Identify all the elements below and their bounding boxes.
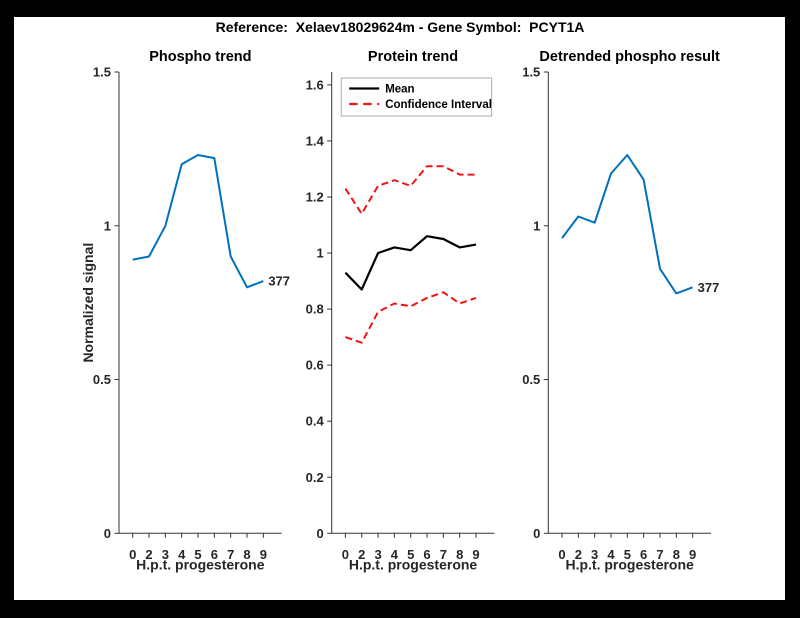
legend-box	[340, 77, 493, 117]
y-tick-label: 0.6	[306, 358, 324, 373]
legend-label: Confidence Interval	[385, 99, 492, 111]
protein-trend-plot: 0 2 3 4 5 6 7 8 900.20.40.60.811.21.41.6Protein …	[306, 49, 495, 573]
x-tick-label: 4	[391, 547, 399, 562]
x-tick-label: 9	[689, 547, 696, 562]
y-axis-label: Normalized signal	[80, 243, 96, 363]
x-tick-label: 7	[440, 547, 447, 562]
y-tick-label: 1	[104, 218, 111, 233]
plot-title: Phospho trend	[149, 49, 251, 65]
legend-label: Mean	[385, 84, 414, 96]
confidence-interval-upper-line	[344, 165, 476, 215]
x-axis-label: H.p.t. progesterone	[136, 557, 265, 573]
x-tick-label: 9	[260, 547, 267, 562]
x-tick-label: 8	[243, 547, 250, 562]
x-tick-label: 7	[227, 547, 234, 562]
x-tick-label: 3	[591, 547, 598, 562]
x-tick-label: 6	[423, 547, 430, 562]
y-tick-label: 0	[316, 526, 323, 541]
x-tick-label: 4	[178, 547, 186, 562]
y-tick-label: 0.8	[306, 302, 324, 317]
y-tick-label: 1.2	[306, 190, 324, 205]
series-end-label: 377	[698, 280, 720, 295]
x-tick-label: 0	[558, 547, 565, 562]
y-tick-label: 0	[533, 526, 540, 541]
y-tick-label: 1.6	[306, 77, 324, 92]
x-tick-label: 0	[129, 547, 136, 562]
x-tick-label: 6	[211, 547, 218, 562]
phospho-signal-line	[132, 154, 264, 289]
figure-title: Reference: Xelaev18029624m - Gene Symbol…	[215, 19, 585, 35]
x-tick-label: 3	[162, 547, 169, 562]
y-tick-label: 1.5	[93, 65, 111, 80]
legend: Mean Confidence Interval	[340, 77, 493, 117]
y-tick-label: 1.4	[306, 133, 325, 148]
y-tick-label: 0.5	[93, 372, 111, 387]
x-tick-label: 0	[342, 547, 349, 562]
plot-title: Protein trend	[368, 49, 458, 65]
plot-title: Detrended phospho result	[539, 49, 720, 65]
x-tick-label: 4	[607, 547, 615, 562]
y-tick-label: 0.2	[306, 470, 324, 485]
x-tick-label: 6	[640, 547, 647, 562]
x-tick-label: 3	[374, 547, 381, 562]
x-axis-label: H.p.t. progesterone	[565, 557, 694, 573]
x-tick-label: 9	[472, 547, 479, 562]
x-tick-label: 8	[673, 547, 680, 562]
confidence-interval-lower-line	[345, 291, 477, 344]
x-tick-label: 2	[145, 547, 152, 562]
x-tick-label: 5	[624, 547, 631, 562]
y-tick-label: 1.5	[522, 65, 540, 80]
mean-line	[344, 235, 477, 291]
detrended-phospho-signal-line	[561, 154, 693, 295]
series-end-label: 377	[268, 274, 290, 289]
y-tick-label: 0.5	[522, 372, 540, 387]
x-tick-label: 8	[456, 547, 463, 562]
y-tick-label: 1	[533, 218, 540, 233]
x-axis-label: H.p.t. progesterone	[349, 557, 478, 573]
x-tick-label: 5	[407, 547, 414, 562]
x-tick-label: 2	[575, 547, 582, 562]
x-tick-label: 7	[656, 547, 663, 562]
x-tick-label: 5	[194, 547, 201, 562]
y-tick-label: 1	[316, 246, 323, 261]
y-tick-label: 0.4	[306, 414, 325, 429]
y-tick-label: 0	[104, 526, 111, 541]
x-tick-label: 2	[358, 547, 365, 562]
